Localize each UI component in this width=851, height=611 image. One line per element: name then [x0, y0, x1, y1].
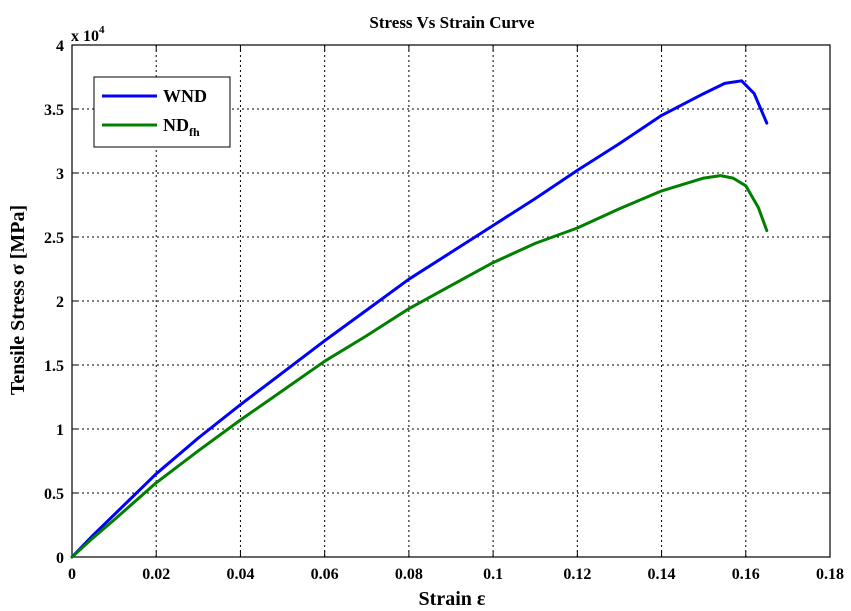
chart-title: Stress Vs Strain Curve [369, 13, 535, 32]
y-tick-label: 3 [56, 166, 64, 183]
legend-label-wnd: WND [163, 86, 207, 106]
y-tick-label: 1.5 [44, 358, 64, 375]
y-tick-label: 2.5 [44, 230, 64, 247]
x-tick-label: 0.1 [483, 566, 503, 583]
y-tick-label: 1 [56, 422, 64, 439]
x-tick-label: 0.06 [311, 566, 339, 583]
x-tick-label: 0.08 [395, 566, 423, 583]
x-tick-label: 0.02 [142, 566, 170, 583]
grid-lines [72, 45, 830, 557]
series-line-ndfh [70, 174, 769, 559]
y-tick-label: 2 [56, 294, 64, 311]
x-tick-label: 0.16 [732, 566, 760, 583]
y-tick-label: 3.5 [44, 102, 64, 119]
x-tick-label: 0.18 [816, 566, 844, 583]
y-axis-title: Tensile Stress σ [MPa] [7, 205, 29, 395]
y-axis-multiplier: x 104 [71, 24, 105, 45]
x-tick-label: 0.04 [226, 566, 254, 583]
y-tick-label: 0 [56, 550, 64, 567]
legend-box [93, 76, 231, 148]
legend-label-ndfh: NDfh [163, 115, 200, 139]
x-tick-label: 0 [68, 566, 76, 583]
y-tick-label: 4 [56, 38, 64, 55]
y-axis-ticks: 0 0.5 1 1.5 2 2.5 3 3.5 4 [44, 38, 830, 567]
series-line-wnd [70, 79, 769, 559]
x-tick-label: 0.14 [648, 566, 676, 583]
x-tick-label: 0.12 [563, 566, 591, 583]
series-layer [70, 79, 769, 559]
legend: WND NDfh [93, 76, 231, 148]
x-axis-title: Strain ε [419, 588, 486, 610]
x-axis-ticks: 0 0.02 0.04 0.06 0.08 0.1 0.12 0.14 0.16 0.18 [68, 45, 844, 583]
y-tick-label: 0.5 [44, 486, 64, 503]
